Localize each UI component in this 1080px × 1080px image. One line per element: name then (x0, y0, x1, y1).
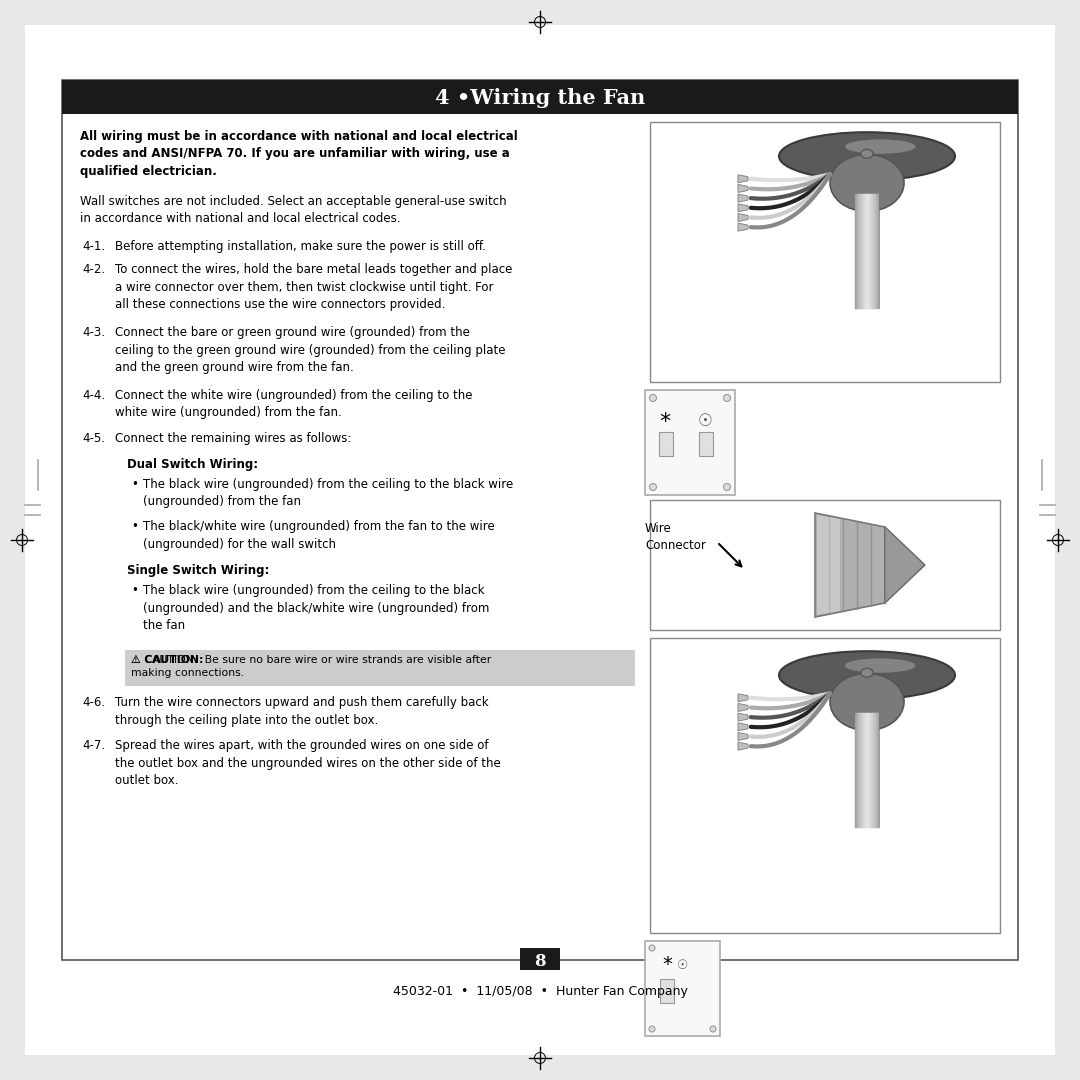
Text: The black/white wire (ungrounded) from the fan to the wire
(ungrounded) for the : The black/white wire (ungrounded) from t… (143, 521, 495, 551)
Text: 4-5.: 4-5. (82, 432, 105, 445)
Text: 4-4.: 4-4. (82, 389, 105, 402)
Circle shape (724, 484, 730, 490)
Text: Wall switches are not included. Select an acceptable general-use switch
in accor: Wall switches are not included. Select a… (80, 194, 507, 226)
Circle shape (649, 394, 657, 402)
Text: *: * (660, 411, 671, 432)
Ellipse shape (845, 659, 916, 673)
Text: 4-7.: 4-7. (82, 740, 105, 753)
Polygon shape (738, 703, 748, 712)
Text: •: • (131, 521, 138, 534)
Text: Connect the remaining wires as follows:: Connect the remaining wires as follows: (114, 432, 351, 445)
Ellipse shape (845, 139, 916, 153)
Bar (650, 122, 1000, 382)
Ellipse shape (861, 669, 873, 677)
Circle shape (724, 394, 730, 402)
Text: *: * (662, 955, 672, 974)
Text: The black wire (ungrounded) from the ceiling to the black wire
(ungrounded) from: The black wire (ungrounded) from the cei… (143, 477, 513, 509)
Bar (650, 500, 1000, 630)
Text: 45032-01  •  11/05/08  •  Hunter Fan Company: 45032-01 • 11/05/08 • Hunter Fan Company (392, 985, 688, 998)
Bar (62, 80, 1018, 960)
Polygon shape (738, 175, 748, 183)
Text: Connect the white wire (ungrounded) from the ceiling to the
white wire (unground: Connect the white wire (ungrounded) from… (114, 389, 473, 419)
Polygon shape (738, 732, 748, 741)
Text: ☉: ☉ (677, 959, 689, 972)
Text: Before attempting installation, make sure the power is still off.: Before attempting installation, make sur… (114, 240, 486, 253)
Polygon shape (738, 204, 748, 212)
Polygon shape (738, 194, 748, 202)
Ellipse shape (779, 132, 955, 180)
Polygon shape (885, 527, 924, 603)
Bar (62, 80, 1018, 114)
Circle shape (649, 484, 657, 490)
Bar (519, 948, 561, 970)
Polygon shape (738, 742, 748, 751)
Text: The black wire (ungrounded) from the ceiling to the black
(ungrounded) and the b: The black wire (ungrounded) from the cei… (143, 584, 489, 633)
Text: 4-6.: 4-6. (82, 697, 105, 710)
Text: Single Switch Wiring:: Single Switch Wiring: (127, 564, 269, 577)
Polygon shape (738, 214, 748, 221)
Text: All wiring must be in accordance with national and local electrical
codes and AN: All wiring must be in accordance with na… (80, 130, 517, 178)
Bar (125, 650, 635, 686)
Circle shape (710, 1026, 716, 1032)
Bar (650, 638, 1000, 933)
Bar (645, 390, 735, 495)
Text: Connect the bare or green ground wire (grounded) from the
ceiling to the green g: Connect the bare or green ground wire (g… (114, 326, 505, 374)
Text: •: • (131, 477, 138, 491)
Text: •: • (131, 584, 138, 597)
Ellipse shape (831, 154, 904, 212)
Text: Dual Switch Wiring:: Dual Switch Wiring: (127, 458, 258, 471)
Text: Turn the wire connectors upward and push them carefully back
through the ceiling: Turn the wire connectors upward and push… (114, 697, 488, 727)
Polygon shape (738, 224, 748, 231)
Polygon shape (738, 693, 748, 702)
Ellipse shape (831, 674, 904, 730)
Text: 4-3.: 4-3. (82, 326, 105, 339)
Text: 4-1.: 4-1. (82, 240, 105, 253)
Text: ☉: ☉ (698, 411, 713, 430)
Text: ⚠ CAUTION:: ⚠ CAUTION: (131, 656, 203, 665)
Bar (699, 432, 713, 456)
Text: To connect the wires, hold the bare metal leads together and place
a wire connec: To connect the wires, hold the bare meta… (114, 264, 512, 311)
Bar (645, 941, 720, 1036)
Text: 4-2.: 4-2. (82, 264, 105, 276)
Text: Spread the wires apart, with the grounded wires on one side of
the outlet box an: Spread the wires apart, with the grounde… (114, 740, 501, 787)
Text: Wire
Connector: Wire Connector (645, 522, 706, 552)
Polygon shape (738, 713, 748, 721)
Polygon shape (815, 513, 885, 617)
Bar (659, 432, 673, 456)
Text: 8: 8 (535, 954, 545, 971)
Ellipse shape (861, 149, 873, 158)
Circle shape (649, 945, 654, 951)
Text: ⚠ CAUTION:  Be sure no bare wire or wire strands are visible after
making connec: ⚠ CAUTION: Be sure no bare wire or wire … (131, 656, 491, 678)
Polygon shape (738, 723, 748, 731)
Text: 4 •Wiring the Fan: 4 •Wiring the Fan (435, 87, 645, 108)
Polygon shape (738, 185, 748, 192)
Circle shape (649, 1026, 654, 1032)
Bar (660, 978, 674, 1003)
Ellipse shape (779, 651, 955, 699)
Polygon shape (816, 515, 840, 615)
